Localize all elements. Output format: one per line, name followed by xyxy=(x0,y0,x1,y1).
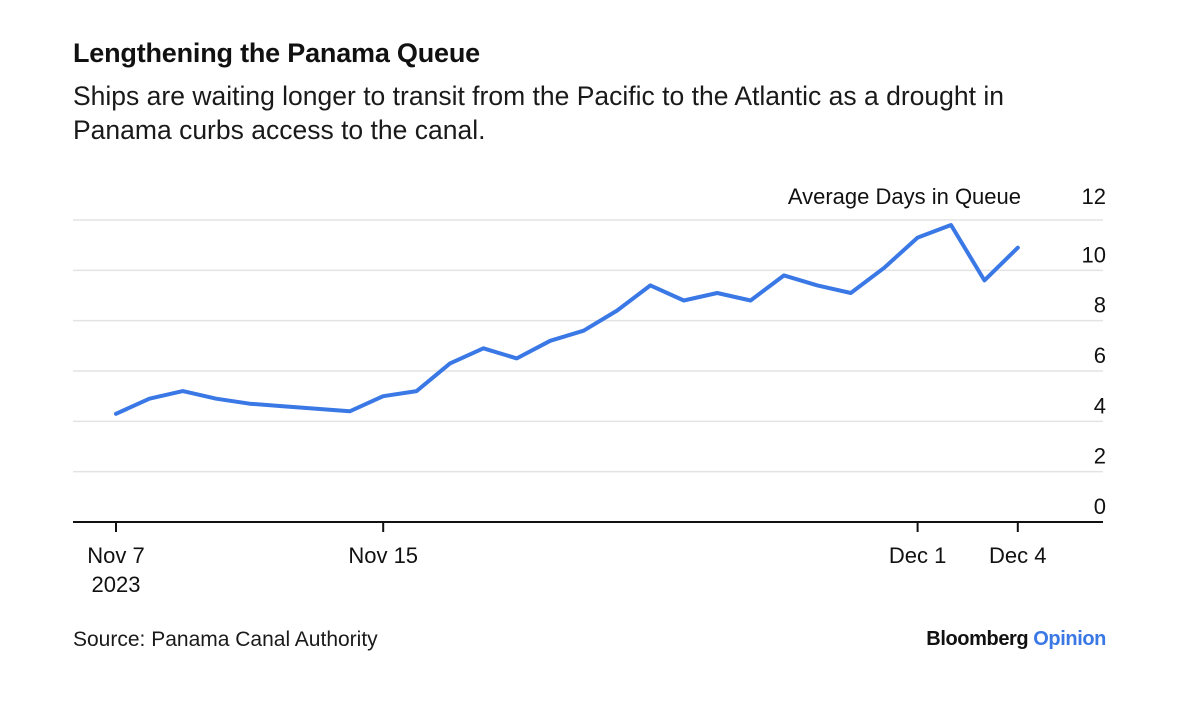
y-tick-label: 8 xyxy=(1094,293,1106,318)
chart-title: Lengthening the Panama Queue xyxy=(73,38,480,68)
gridlines xyxy=(73,219,1103,473)
y-tick-label: 2 xyxy=(1094,444,1106,469)
brand-logo: Bloomberg Opinion xyxy=(926,628,1106,651)
series-line-0 xyxy=(114,223,1020,416)
y-axis-label: Average Days in Queue xyxy=(788,184,1021,209)
x-tick-label: Nov 15 xyxy=(348,543,418,568)
brand-secondary: Opinion xyxy=(1033,628,1106,650)
y-tick-label: 4 xyxy=(1094,393,1106,418)
y-tick-label: 0 xyxy=(1094,494,1106,519)
y-tick-label: 6 xyxy=(1094,343,1106,368)
y-tick-label: 12 xyxy=(1082,184,1106,209)
y-axis-ticks: 0 2 4 6 8 10 12 xyxy=(1082,184,1106,519)
x-tick-label: Dec 4 xyxy=(989,543,1046,568)
brand-primary: Bloomberg xyxy=(926,628,1029,650)
source-note: Source: Panama Canal Authority xyxy=(73,628,378,651)
y-tick-label: 10 xyxy=(1082,242,1106,267)
x-tick-label: Dec 1 xyxy=(889,543,946,568)
chart-subtitle: Ships are waiting longer to transit from… xyxy=(73,81,1004,145)
x-axis-ticks: Nov 7 2023 Nov 15 Dec 1 Dec 4 xyxy=(87,522,1047,597)
series-layer xyxy=(114,223,1020,416)
x-tick-sublabel: 2023 xyxy=(92,572,141,597)
x-tick-label: Nov 7 xyxy=(87,543,144,568)
